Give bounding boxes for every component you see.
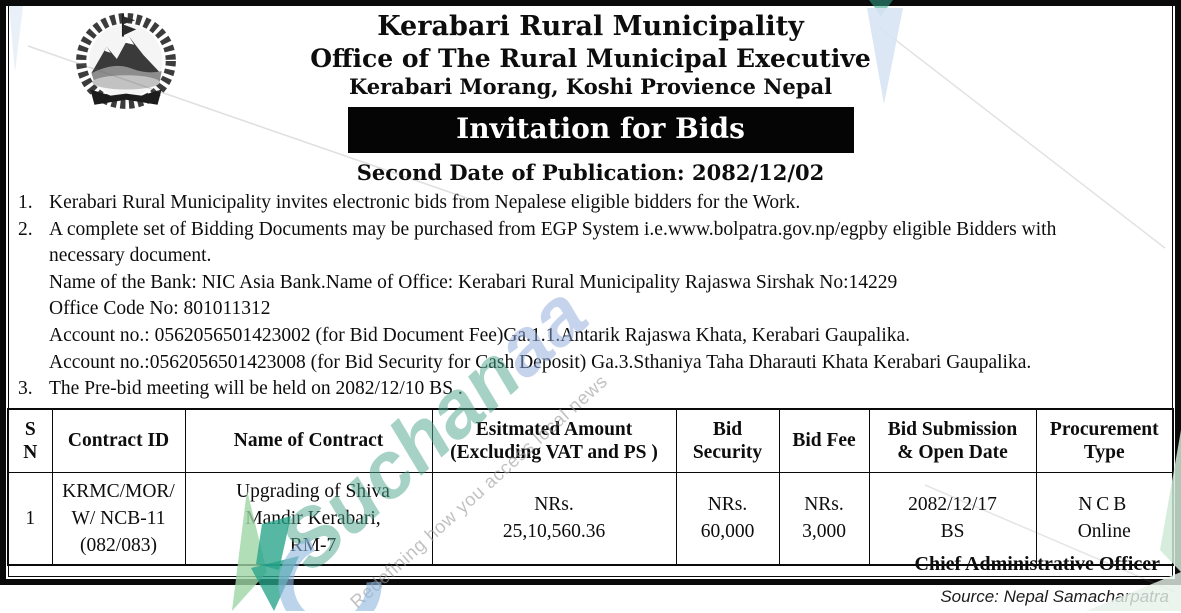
bank-name-line: Name of the Bank: NIC Asia Bank.Name of … [49,271,898,293]
clause-1: 1. Kerabari Rural Municipality invites e… [18,190,1163,217]
clause-3-text: The Pre-bid meeting will be held on 2082… [49,378,463,400]
clause-list: 1. Kerabari Rural Municipality invites e… [18,190,1163,403]
cell-estimated-amount: NRs. 25,10,560.36 [431,471,677,566]
header-estimated-amount: Esitmated Amount (Excluding VAT and PS ) [431,408,677,473]
account-fee-line: Account no.: 0562056501423002 (for Bid D… [49,324,911,346]
clause-2: 2. A complete set of Bidding Documents m… [18,217,1163,377]
publication-date: Second Date of Publication: 2082/12/02 [356,160,825,185]
header-procurement-type: Procurement Type [1035,408,1174,473]
cell-contract-name: Upgrading of Shiva Mandir Kerabari, RM-7 [184,471,433,566]
cell-procurement-type: NCB Online [1035,471,1174,566]
header-contract-name: Name of Contract [184,408,433,473]
bid-notice-document: Kerabari Rural Municipality Office of Th… [0,0,1181,585]
clause-2-number: 2. [18,218,33,240]
office-title: Office of The Rural Municipal Executive [310,44,871,73]
table-row: 1 KRMC/MOR/ W/ NCB-11 (082/083) Upgradin… [7,471,1174,566]
cell-contract-id: KRMC/MOR/ W/ NCB-11 (082/083) [51,471,186,566]
clause-3: 3. The Pre-bid meeting will be held on 2… [18,376,1163,403]
header-bid-fee: Bid Fee [778,408,870,473]
cell-bid-fee: NRs. 3,000 [778,471,870,566]
source-credit: Source: Nepal Samacharpatra [940,587,1169,606]
account-security-line: Account no.:0562056501423008 (for Bid Se… [49,351,1032,373]
cell-sn: 1 [7,471,53,566]
address-line: Kerabari Morang, Koshi Provience Nepal [348,74,833,99]
clause-2-text-line2: necessary document. [49,245,212,267]
table-header-row: S N Contract ID Name of Contract Esitmat… [7,408,1174,473]
procurement-type-code: NCB [1078,494,1131,516]
clause-2-text-line1: A complete set of Bidding Documents may … [49,218,1057,240]
signatory-line: Chief Administrative Officer [914,553,1161,575]
clause-3-number: 3. [18,378,33,400]
office-code-line: Office Code No: 801011312 [49,298,271,320]
clause-1-text: Kerabari Rural Municipality invites elec… [49,192,801,213]
procurement-type-mode: Online [1077,521,1131,543]
header-contract-id: Contract ID [51,408,186,473]
municipality-title: Kerabari Rural Municipality [377,11,804,42]
nepal-emblem-logo [76,13,176,109]
clause-1-number: 1. [18,192,33,213]
invitation-banner: Invitation for Bids [347,107,854,153]
bid-table: S N Contract ID Name of Contract Esitmat… [7,407,1174,566]
cell-submission-date: 2082/12/17 BS [868,471,1037,566]
notice-header: Kerabari Rural Municipality Office of Th… [6,6,1175,185]
header-bid-security: Bid Security [675,408,780,473]
header-sn: S N [7,408,53,473]
header-submission-date: Bid Submission & Open Date [868,408,1037,473]
cell-bid-security: NRs. 60,000 [675,471,780,566]
